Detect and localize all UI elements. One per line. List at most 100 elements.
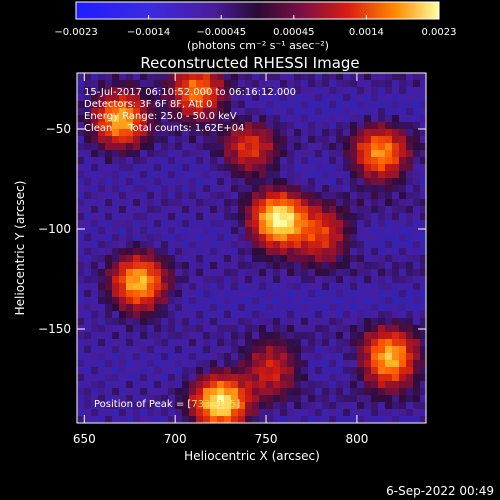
- heatmap-pixel: [168, 297, 175, 304]
- heatmap-pixel: [154, 80, 161, 87]
- heatmap-pixel: [336, 220, 343, 227]
- heatmap-pixel: [147, 297, 154, 304]
- heatmap-pixel: [231, 213, 238, 220]
- heatmap-pixel: [343, 185, 350, 192]
- heatmap-pixel: [189, 416, 196, 423]
- heatmap-pixel: [315, 395, 322, 402]
- heatmap-pixel: [399, 80, 406, 87]
- heatmap-pixel: [273, 283, 280, 290]
- heatmap-pixel: [98, 248, 105, 255]
- heatmap-pixel: [105, 178, 112, 185]
- heatmap-pixel: [350, 332, 357, 339]
- heatmap-pixel: [252, 178, 259, 185]
- heatmap-pixel: [315, 283, 322, 290]
- heatmap-pixel: [413, 304, 420, 311]
- heatmap-pixel: [266, 171, 273, 178]
- heatmap-pixel: [287, 234, 294, 241]
- heatmap-pixel: [91, 367, 98, 374]
- heatmap-pixel: [364, 290, 371, 297]
- heatmap-pixel: [175, 409, 182, 416]
- heatmap-pixel: [238, 213, 245, 220]
- heatmap-pixel: [98, 101, 105, 108]
- heatmap-pixel: [112, 346, 119, 353]
- axis-ticks: 650 700 750 800−50−100−150: [38, 73, 426, 446]
- heatmap-pixel: [406, 136, 413, 143]
- heatmap-pixel: [231, 346, 238, 353]
- heatmap-pixel: [112, 129, 119, 136]
- heatmap-pixel: [84, 108, 91, 115]
- heatmap-pixel: [315, 367, 322, 374]
- heatmap-pixel: [182, 402, 189, 409]
- heatmap-pixel: [98, 185, 105, 192]
- heatmap-pixel: [161, 171, 168, 178]
- heatmap-pixel: [210, 297, 217, 304]
- heatmap-pixel: [287, 171, 294, 178]
- heatmap-pixel: [378, 220, 385, 227]
- heatmap-pixel: [413, 276, 420, 283]
- heatmap-pixel: [266, 241, 273, 248]
- heatmap-pixel: [203, 199, 210, 206]
- heatmap-pixel: [105, 213, 112, 220]
- heatmap-pixel: [231, 171, 238, 178]
- heatmap-pixel: [280, 227, 287, 234]
- heatmap-pixel: [217, 262, 224, 269]
- heatmap-pixel: [119, 150, 126, 157]
- heatmap-pixel: [84, 213, 91, 220]
- heatmap-pixel: [168, 290, 175, 297]
- heatmap-pixel: [217, 325, 224, 332]
- heatmap-pixel: [350, 395, 357, 402]
- heatmap-pixel: [406, 388, 413, 395]
- heatmap-pixel: [147, 87, 154, 94]
- heatmap-pixel: [287, 367, 294, 374]
- heatmap-pixel: [161, 150, 168, 157]
- heatmap-pixel: [245, 213, 252, 220]
- heatmap-pixel: [105, 325, 112, 332]
- heatmap-pixel: [168, 178, 175, 185]
- heatmap-pixel: [154, 206, 161, 213]
- heatmap-pixel: [245, 332, 252, 339]
- heatmap-pixel: [189, 241, 196, 248]
- heatmap-pixel: [189, 129, 196, 136]
- heatmap-pixel: [245, 199, 252, 206]
- heatmap-pixel: [371, 122, 378, 129]
- heatmap-pixel: [140, 157, 147, 164]
- heatmap-pixel: [357, 164, 364, 171]
- heatmap-pixel: [189, 192, 196, 199]
- heatmap-pixel: [98, 290, 105, 297]
- heatmap-pixel: [147, 374, 154, 381]
- heatmap-pixel: [308, 108, 315, 115]
- heatmap-pixel: [371, 276, 378, 283]
- heatmap-pixel: [315, 185, 322, 192]
- heatmap-pixel: [119, 360, 126, 367]
- heatmap-pixel: [217, 101, 224, 108]
- heatmap-pixel: [168, 150, 175, 157]
- heatmap-pixel: [154, 157, 161, 164]
- heatmap-pixel: [287, 339, 294, 346]
- heatmap-pixel: [217, 87, 224, 94]
- heatmap-pixel: [245, 290, 252, 297]
- heatmap-pixel: [252, 269, 259, 276]
- heatmap-pixel: [343, 346, 350, 353]
- heatmap-pixel: [98, 213, 105, 220]
- heatmap-pixel: [350, 346, 357, 353]
- heatmap-pixel: [336, 416, 343, 423]
- heatmap-pixel: [308, 150, 315, 157]
- heatmap-pixel: [420, 199, 426, 206]
- heatmap-pixel: [413, 136, 420, 143]
- heatmap-pixel: [315, 374, 322, 381]
- heatmap-pixel: [322, 416, 329, 423]
- heatmap-pixel: [308, 192, 315, 199]
- heatmap-pixel: [392, 283, 399, 290]
- heatmap-pixel: [154, 227, 161, 234]
- heatmap-pixel: [133, 178, 140, 185]
- heatmap-pixel: [392, 220, 399, 227]
- heatmap-pixel: [224, 304, 231, 311]
- heatmap-pixel: [378, 150, 385, 157]
- heatmap-pixel: [231, 220, 238, 227]
- heatmap-pixel: [294, 122, 301, 129]
- heatmap-pixel: [364, 395, 371, 402]
- heatmap-pixel: [84, 80, 91, 87]
- heatmap-pixel: [98, 346, 105, 353]
- heatmap-pixel: [364, 388, 371, 395]
- heatmap-pixel: [231, 255, 238, 262]
